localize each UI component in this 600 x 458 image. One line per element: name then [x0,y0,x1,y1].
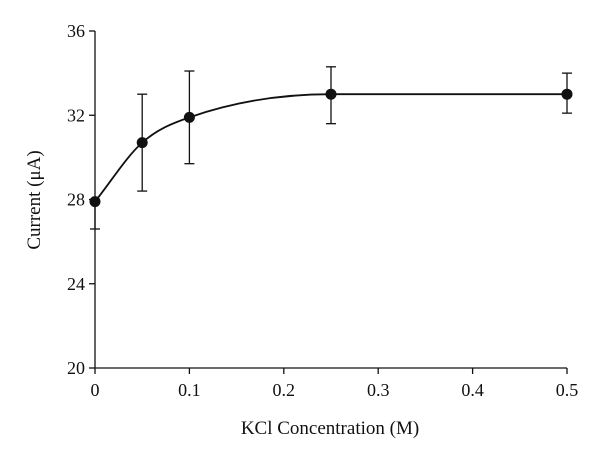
x-axis: 0 0.1 0.2 0.3 0.4 0.5 [91,367,579,400]
y-tick-label: 28 [67,190,85,210]
series-line [94,93,567,203]
y-axis-title: Current (μA) [24,150,45,249]
data-point [183,111,195,123]
x-tick-label: 0.3 [367,380,390,400]
x-tick-label: 0.1 [178,380,201,400]
y-axis: 20 24 28 32 36 [67,21,96,378]
data-point [561,88,573,100]
data-point [325,88,337,100]
x-axis-title: KCl Concentration (M) [241,418,419,439]
y-tick-label: 36 [67,21,85,41]
x-tick-label: 0.2 [273,380,296,400]
data-point [136,137,148,149]
x-tick-label: 0 [91,380,100,400]
data-point [89,196,101,208]
y-tick-label: 20 [67,358,85,378]
x-tick-label: 0.5 [556,380,579,400]
y-tick-label: 32 [67,105,85,125]
x-tick-label: 0.4 [461,380,484,400]
series-layer [89,66,573,230]
y-tick-label: 24 [67,274,85,294]
